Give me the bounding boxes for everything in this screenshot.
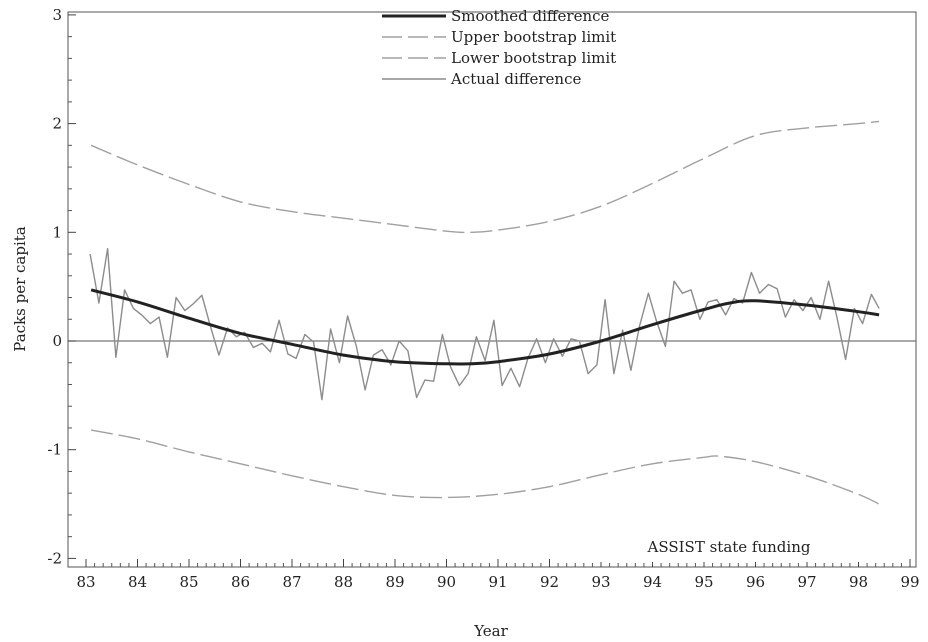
- actual-difference-line: [89, 247, 880, 401]
- legend-label-upper-bootstrap-limit: Upper bootstrap limit: [451, 28, 616, 46]
- x-tick-label: 97: [797, 573, 816, 591]
- upper-bootstrap-limit-line: [90, 120, 880, 234]
- smoothed-difference-line: [90, 288, 880, 366]
- legend-label-smoothed-difference: Smoothed difference: [451, 7, 610, 25]
- annotation-box: [600, 524, 900, 562]
- y-axis-title: Packs per capita: [11, 226, 29, 352]
- lower-bootstrap-limit-line: [90, 429, 880, 505]
- x-axis-title: Year: [473, 622, 508, 640]
- x-tick-label: 96: [746, 573, 765, 591]
- x-tick-label: 87: [282, 573, 301, 591]
- x-tick-label: 89: [385, 573, 404, 591]
- x-tick-label: 83: [76, 573, 95, 591]
- y-tick-label: 2: [52, 115, 62, 133]
- x-tick-label: 86: [231, 573, 250, 591]
- x-tick-label: 88: [334, 573, 353, 591]
- y-tick-label: 3: [52, 6, 62, 24]
- y-tick-label: 0: [52, 332, 62, 350]
- x-tick-label: 84: [128, 573, 147, 591]
- legend-label-lower-bootstrap-limit: Lower bootstrap limit: [451, 49, 616, 67]
- plot-frame: [67, 11, 917, 568]
- x-tick-label: 94: [643, 573, 662, 591]
- y-tick-label: -1: [47, 441, 62, 459]
- x-tick-label: 85: [179, 573, 198, 591]
- x-axis: 83 84 85 86 87 88 89 90 91 92 93 94 95 96 97 98 99: [76, 559, 920, 591]
- y-axis: -2 -1 0 1 2 3: [47, 6, 76, 567]
- x-tick-label: 95: [694, 573, 713, 591]
- series-group: [89, 120, 880, 505]
- x-tick-label: 91: [488, 573, 507, 591]
- annotation-assist-funding: ASSIST state funding: [647, 538, 811, 556]
- x-tick-label: 90: [437, 573, 456, 591]
- y-tick-label: 1: [52, 223, 62, 241]
- x-tick-label: 99: [900, 573, 919, 591]
- x-tick-label: 93: [591, 573, 610, 591]
- x-tick-label: 98: [849, 573, 868, 591]
- legend: Smoothed difference Upper bootstrap limit…: [382, 7, 616, 88]
- legend-label-actual-difference: Actual difference: [450, 70, 581, 88]
- y-tick-label: -2: [47, 549, 62, 567]
- x-tick-label: 92: [540, 573, 559, 591]
